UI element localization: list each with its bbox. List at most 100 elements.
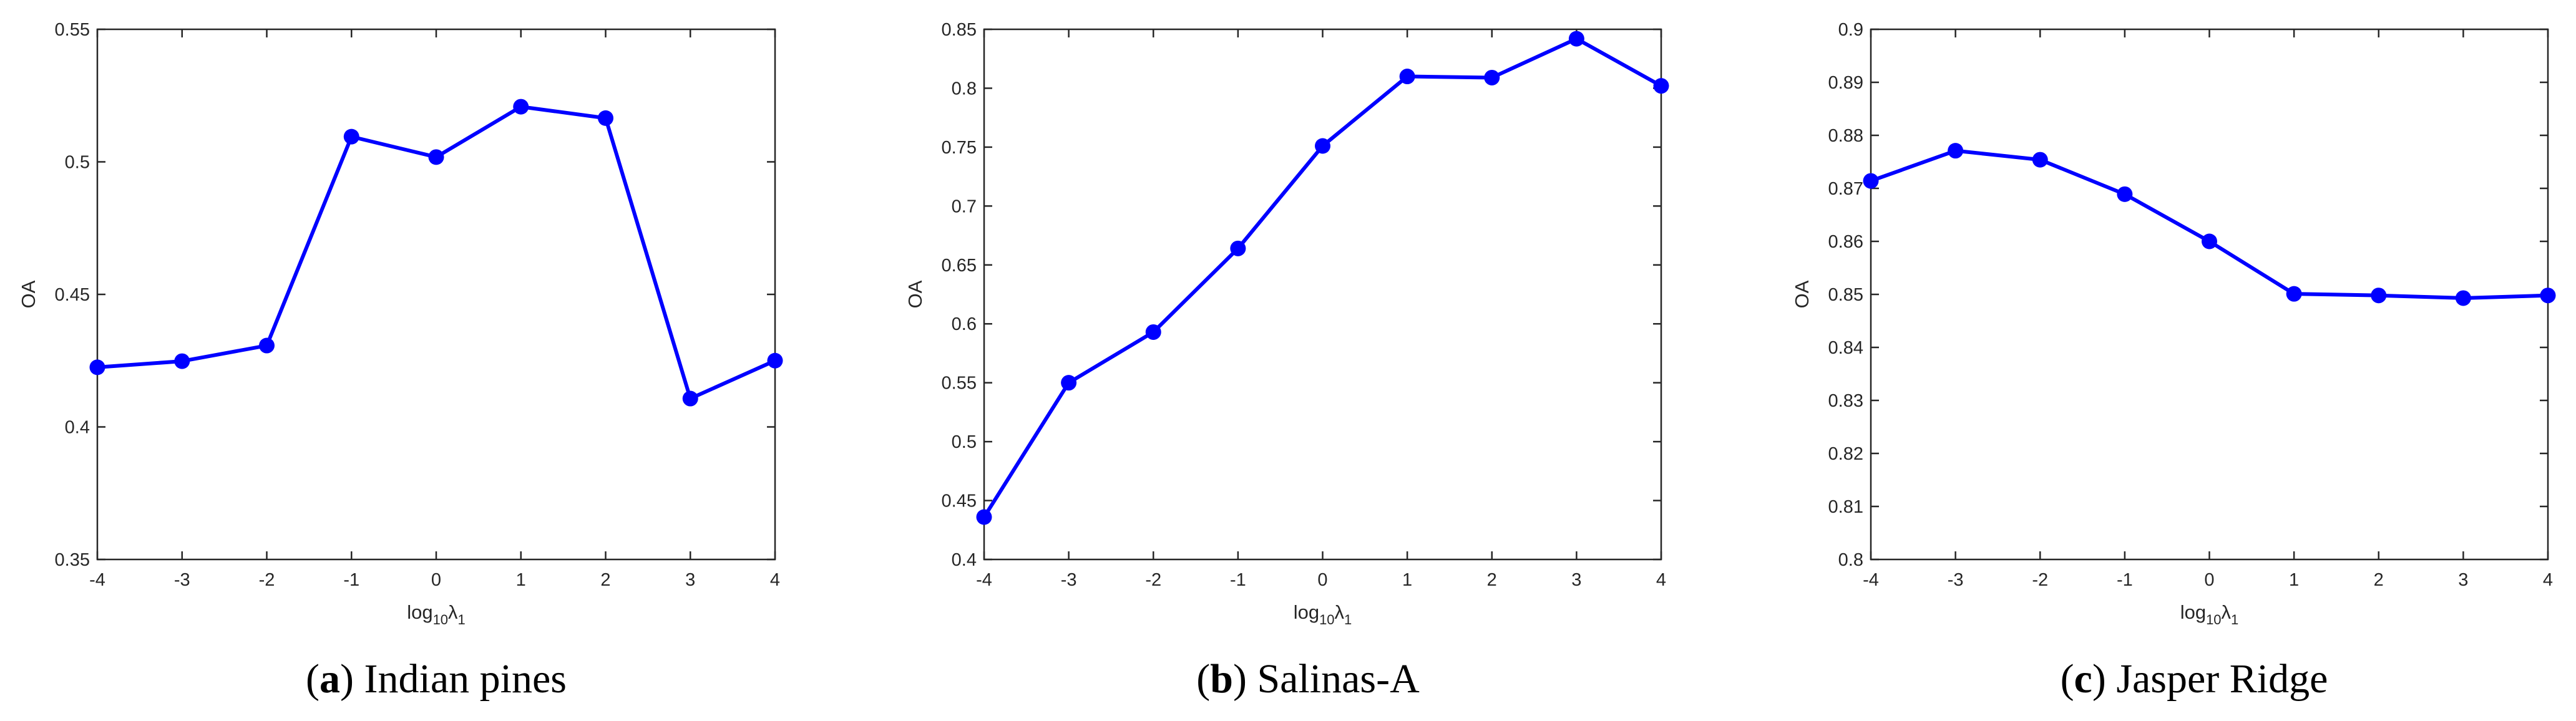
y-tick-label: 0.9 <box>1838 20 1863 40</box>
y-tick-label: 0.45 <box>942 491 977 511</box>
y-tick-label: 0.81 <box>1828 497 1863 517</box>
x-tick-label: -4 <box>976 570 992 590</box>
x-tick-label: 4 <box>1656 570 1666 590</box>
panel-c: -4 -3 -2 -1 0 1 2 3 4 0.8 0.81 0.82 0.83 0.84 0.85 0.86… <box>1791 20 2556 702</box>
data-point-marker <box>1230 240 1246 256</box>
y-tick-label: 0.83 <box>1828 391 1863 411</box>
panel-c-caption: (c) Jasper Ridge <box>2061 656 2328 702</box>
data-point-marker <box>1568 31 1584 47</box>
data-line <box>1870 148 2549 300</box>
x-tick-label: 0 <box>1317 570 1327 590</box>
y-tick-label: 0.7 <box>952 196 977 216</box>
data-point-marker <box>89 359 105 375</box>
data-point-marker <box>1145 324 1161 340</box>
x-tick-label: -3 <box>1061 570 1077 590</box>
panel-a-plot: -4 -3 -2 -1 0 1 2 3 4 0.35 0.4 0.45 0.5 0.55 log10λ1 OA <box>17 20 783 627</box>
panel-b-caption-letter: b <box>1210 656 1233 702</box>
x-axis-label: log10λ1 <box>407 601 466 627</box>
y-tick-label: 0.4 <box>65 418 90 438</box>
data-point-marker <box>2540 288 2556 304</box>
y-axis-label: OA <box>904 280 926 308</box>
y-tick-label: 0.35 <box>55 550 90 570</box>
x-tick-label: -3 <box>1948 570 1964 590</box>
x-axis-label: log10λ1 <box>1294 601 1352 627</box>
data-point-marker <box>1653 78 1669 94</box>
panel-c-plot: -4 -3 -2 -1 0 1 2 3 4 0.8 0.81 0.82 0.83 0.84 0.85 0.86… <box>1791 20 2556 627</box>
y-tick-label: 0.4 <box>952 550 977 570</box>
y-tick-label: 0.5 <box>65 153 90 173</box>
data-point-marker <box>2286 286 2302 302</box>
x-tick-label: 1 <box>2289 570 2299 590</box>
data-point-marker <box>2455 290 2471 306</box>
x-axis-label: log10λ1 <box>2180 601 2239 627</box>
x-tick-label: 2 <box>600 570 610 590</box>
data-point-marker <box>1863 173 1879 189</box>
panel-b: -4 -3 -2 -1 0 1 2 3 4 0.4 0.45 0.5 0.55 0.6 0.65 0.7 0.7… <box>904 20 1669 702</box>
x-tick-label: 2 <box>2374 570 2384 590</box>
panel-a: -4 -3 -2 -1 0 1 2 3 4 0.35 0.4 0.45 0.5 0.55 log10λ1 OA… <box>17 20 783 702</box>
y-tick-label: 0.65 <box>942 256 977 276</box>
panel-b-caption: (b) Salinas-A <box>1196 656 1420 702</box>
axes-box <box>96 28 776 561</box>
data-point-marker <box>2032 152 2048 168</box>
data-point-marker <box>2202 233 2217 249</box>
data-point-marker <box>598 110 613 126</box>
data-point-marker <box>428 149 444 165</box>
y-tick-label: 0.75 <box>942 138 977 158</box>
data-point-marker <box>1484 69 1500 85</box>
data-point-marker <box>259 337 275 354</box>
y-tick-label: 0.88 <box>1828 126 1863 146</box>
x-tick-label: 1 <box>1402 570 1412 590</box>
y-tick-label: 0.45 <box>55 285 90 305</box>
data-point-marker <box>343 128 359 145</box>
x-tick-label: 4 <box>2543 570 2553 590</box>
data-point-marker <box>1399 69 1415 85</box>
data-point-marker <box>682 390 698 407</box>
panel-b-plot: -4 -3 -2 -1 0 1 2 3 4 0.4 0.45 0.5 0.55 0.6 0.65 0.7 0.7… <box>904 20 1669 627</box>
x-tick-label: -3 <box>174 570 190 590</box>
panel-c-caption-letter: c <box>2074 656 2092 702</box>
data-point-marker <box>1315 138 1330 154</box>
data-point-marker <box>174 353 190 369</box>
x-tick-label: -1 <box>1230 570 1246 590</box>
x-tick-label: -1 <box>343 570 359 590</box>
x-tick-label: -2 <box>1145 570 1161 590</box>
x-tick-label: 4 <box>770 570 780 590</box>
x-tick-label: 0 <box>431 570 441 590</box>
panel-a-caption-letter: a <box>320 656 340 702</box>
x-tick-label: 0 <box>2204 570 2214 590</box>
y-tick-label: 0.8 <box>1838 550 1863 570</box>
data-point-marker <box>513 99 529 115</box>
y-tick-label: 0.86 <box>1828 232 1863 252</box>
y-tick-label: 0.8 <box>952 79 977 99</box>
panel-c-caption-text: Jasper Ridge <box>2116 656 2328 702</box>
data-point-marker <box>2117 186 2133 202</box>
data-point-marker <box>1948 143 1964 159</box>
x-tick-label: -4 <box>89 570 105 590</box>
x-tick-label: -4 <box>1863 570 1879 590</box>
data-point-marker <box>976 509 992 525</box>
data-point-marker <box>767 352 783 369</box>
panel-a-caption: (a) Indian pines <box>306 656 567 702</box>
y-tick-label: 0.87 <box>1828 179 1863 199</box>
y-tick-label: 0.5 <box>952 432 977 452</box>
y-tick-label: 0.55 <box>55 20 90 40</box>
panel-b-caption-text: Salinas-A <box>1257 656 1420 702</box>
data-point-marker <box>2371 288 2387 304</box>
axes-box <box>983 28 1662 561</box>
data-point-marker <box>1061 375 1077 391</box>
y-axis-label: OA <box>17 280 39 308</box>
y-tick-label: 0.85 <box>942 20 977 40</box>
panel-a-caption-text: Indian pines <box>364 656 567 702</box>
x-tick-label: 2 <box>1487 570 1497 590</box>
x-tick-label: -2 <box>259 570 275 590</box>
y-tick-label: 0.55 <box>942 374 977 394</box>
x-tick-label: -1 <box>2117 570 2133 590</box>
x-tick-label: 3 <box>1571 570 1581 590</box>
x-tick-label: -2 <box>2032 570 2048 590</box>
y-axis-label: OA <box>1791 280 1813 308</box>
x-tick-label: 3 <box>2458 570 2468 590</box>
axes-box <box>1870 28 2549 561</box>
y-tick-label: 0.84 <box>1828 338 1863 358</box>
